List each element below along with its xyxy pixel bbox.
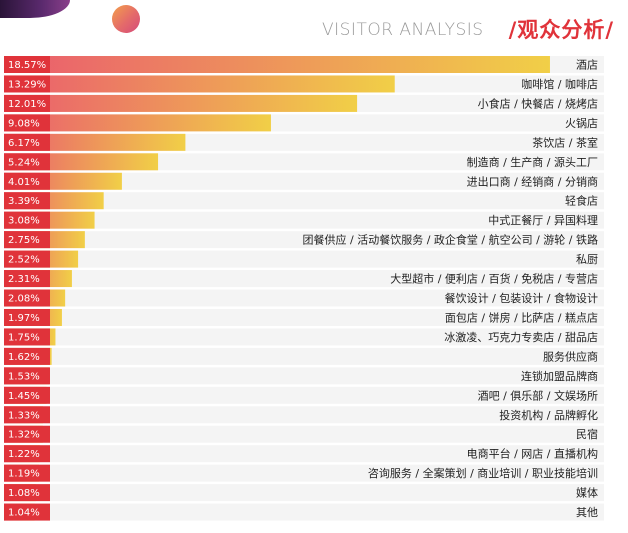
value-label: 1.62%	[8, 352, 40, 363]
value-label-tag	[4, 367, 50, 385]
row-background	[4, 445, 604, 463]
row-background	[4, 192, 604, 210]
row-background	[4, 386, 604, 404]
row-background	[4, 211, 604, 229]
value-label-tag	[4, 250, 50, 268]
value-label: 2.75%	[8, 235, 40, 246]
category-label: 面包店 / 饼房 / 比萨店 / 糕点店	[445, 310, 598, 324]
value-label-tag	[4, 56, 50, 73]
bar	[4, 75, 395, 93]
value-label: 1.75%	[8, 332, 40, 343]
value-label-tag	[4, 231, 50, 249]
value-label: 2.52%	[8, 255, 40, 266]
category-label: 酒吧 / 俱乐部 / 文娱场所	[478, 388, 598, 402]
category-label: 连锁加盟品牌商	[521, 369, 598, 383]
category-label: 咨询服务 / 全案策划 / 商业培训 / 职业技能培训	[368, 466, 598, 480]
chart-subtitle: VISITOR ANALYSIS	[322, 20, 484, 40]
row-background	[4, 503, 604, 521]
value-label-tag	[4, 153, 50, 171]
category-label: 轻食店	[565, 194, 598, 208]
value-label: 1.32%	[8, 430, 40, 441]
gradient-circle-decoration	[112, 5, 140, 33]
value-label-tag	[4, 464, 50, 482]
category-label: 大型超市 / 便利店 / 百货 / 免税店 / 专营店	[390, 272, 598, 286]
row-background	[4, 464, 604, 482]
row-background	[4, 270, 604, 288]
row-background	[4, 406, 604, 424]
value-label: 1.19%	[8, 469, 40, 480]
value-label-tag	[4, 406, 50, 424]
category-label: 冰激凌、巧克力专卖店 / 甜品店	[444, 330, 598, 344]
category-label: 小食店 / 快餐店 / 烧烤店	[478, 96, 598, 110]
value-label-tag	[4, 172, 50, 190]
value-label: 5.24%	[8, 157, 40, 168]
value-label-tag	[4, 211, 50, 229]
row-background	[4, 347, 604, 365]
category-label: 其他	[576, 506, 598, 519]
value-label-tag	[4, 484, 50, 502]
value-label-tag	[4, 503, 50, 521]
value-label: 1.08%	[8, 488, 40, 499]
value-label-tag	[4, 445, 50, 463]
category-label: 投资机构 / 品牌孵化	[499, 408, 598, 422]
category-label: 民宿	[576, 427, 598, 441]
value-label: 12.01%	[8, 99, 46, 110]
value-label: 2.08%	[8, 294, 40, 305]
value-label-tag	[4, 289, 50, 307]
row-background	[4, 425, 604, 443]
category-label: 电商平台 / 网店 / 直播机构	[467, 447, 598, 461]
value-label-tag	[4, 94, 50, 112]
category-label: 中式正餐厅 / 异国料理	[488, 213, 598, 227]
value-label-tag	[4, 75, 50, 93]
value-label: 3.08%	[8, 216, 40, 227]
value-label: 1.22%	[8, 449, 40, 460]
value-label: 2.31%	[8, 274, 40, 285]
value-label-tag	[4, 425, 50, 443]
value-label-tag	[4, 347, 50, 365]
corner-decoration	[0, 0, 70, 18]
chart-title: /观众分析/	[508, 18, 614, 42]
value-label: 3.39%	[8, 196, 40, 207]
category-label: 酒店	[576, 58, 598, 72]
value-label-tag	[4, 192, 50, 210]
category-label: 火锅店	[565, 116, 598, 130]
value-label: 18.57%	[8, 60, 46, 71]
category-label: 服务供应商	[543, 349, 598, 363]
row-background	[4, 289, 604, 307]
row-background	[4, 328, 604, 346]
value-label: 1.45%	[8, 391, 40, 402]
value-label-tag	[4, 308, 50, 326]
bar	[4, 56, 550, 73]
value-label-tag	[4, 328, 50, 346]
row-background	[4, 367, 604, 385]
value-label-tag	[4, 114, 50, 132]
bar	[4, 94, 358, 112]
value-label-tag	[4, 270, 50, 288]
category-label: 制造商 / 生产商 / 源头工厂	[467, 155, 598, 169]
value-label-tag	[4, 133, 50, 151]
category-label: 私厨	[576, 253, 598, 266]
category-label: 团餐供应 / 活动餐饮服务 / 政企食堂 / 航空公司 / 游轮 / 铁路	[303, 233, 599, 247]
row-background	[4, 308, 604, 326]
category-label: 茶饮店 / 茶室	[532, 135, 598, 149]
row-background	[4, 250, 604, 268]
value-label-tag	[4, 386, 50, 404]
category-label: 媒体	[576, 486, 598, 500]
row-background	[4, 484, 604, 502]
category-label: 进出口商 / 经销商 / 分销商	[467, 174, 598, 188]
value-label: 1.04%	[8, 508, 40, 519]
value-label: 9.08%	[8, 118, 40, 129]
category-label: 餐饮设计 / 包装设计 / 食物设计	[445, 291, 598, 305]
value-label: 4.01%	[8, 177, 40, 188]
category-label: 咖啡馆 / 咖啡店	[521, 77, 598, 91]
value-label: 1.53%	[8, 371, 40, 382]
value-label: 6.17%	[8, 138, 40, 149]
row-background	[4, 231, 604, 249]
row-background	[4, 172, 604, 190]
value-label: 1.97%	[8, 313, 40, 324]
value-label: 1.33%	[8, 410, 40, 421]
bar	[4, 114, 271, 132]
value-label: 13.29%	[8, 79, 46, 90]
